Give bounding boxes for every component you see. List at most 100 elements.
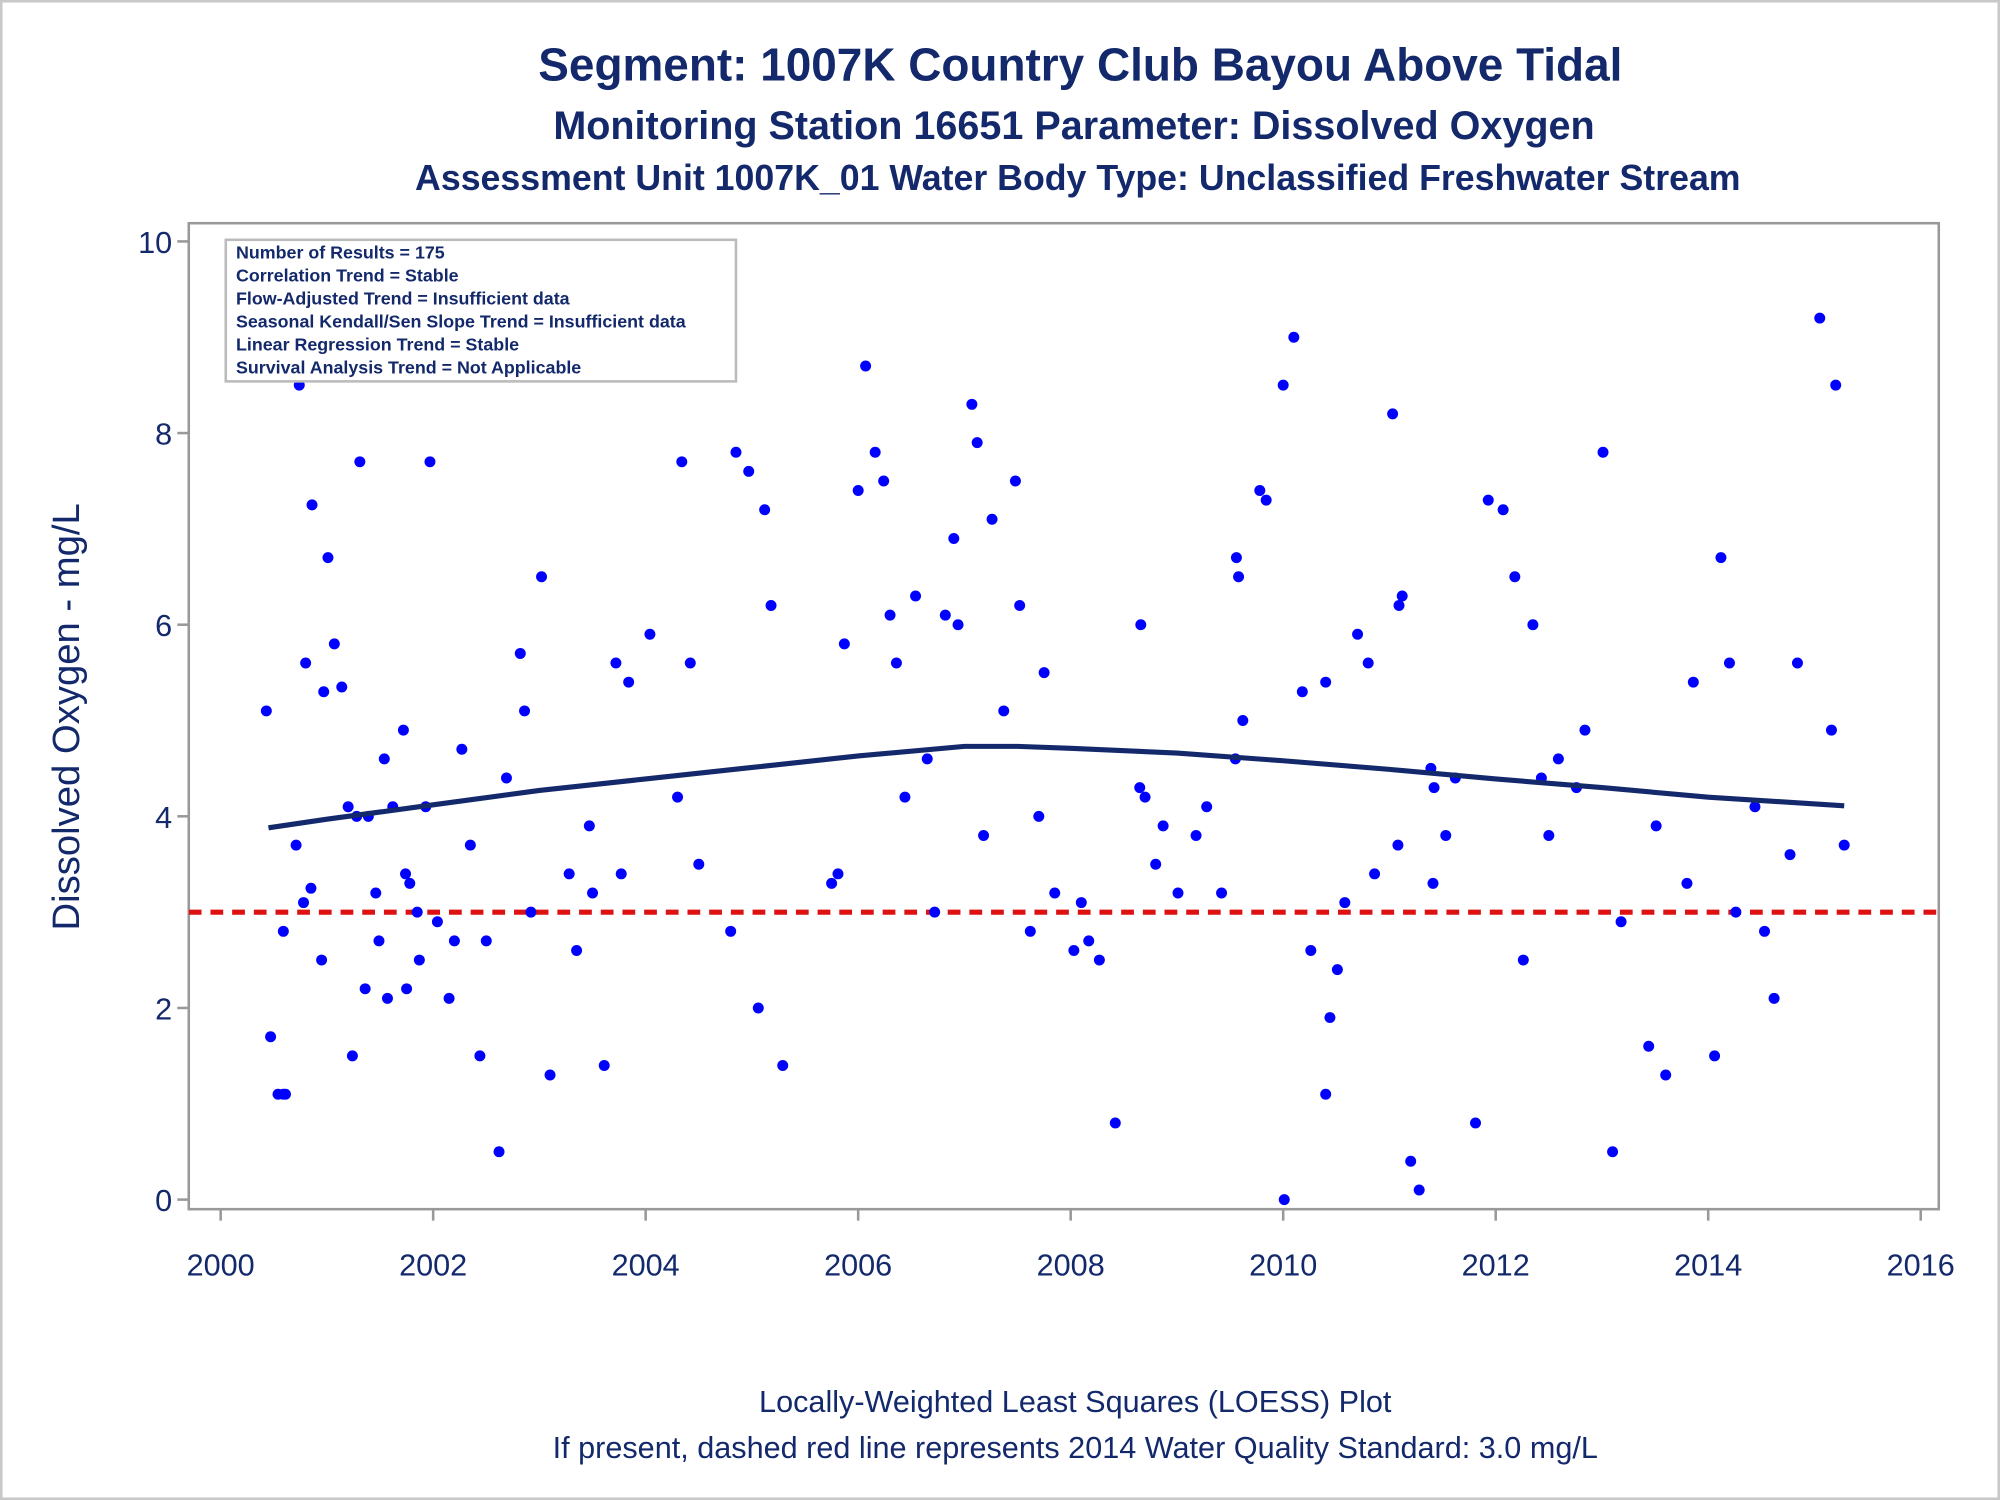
- data-point: [328, 638, 340, 650]
- stats-text: Correlation Trend = Stable: [236, 266, 459, 286]
- data-point: [1254, 485, 1266, 497]
- data-point: [1135, 619, 1147, 631]
- data-point: [373, 935, 385, 947]
- data-point: [411, 906, 423, 918]
- data-point: [536, 571, 548, 583]
- data-point: [474, 1050, 486, 1062]
- data-point: [826, 877, 838, 889]
- data-point: [777, 1059, 789, 1071]
- data-point: [1387, 408, 1399, 420]
- data-point: [316, 954, 328, 966]
- data-point: [1497, 504, 1509, 516]
- data-point: [1033, 810, 1045, 822]
- data-point: [1392, 839, 1404, 851]
- data-point: [998, 705, 1010, 717]
- data-point: [1428, 782, 1440, 794]
- data-point: [952, 619, 964, 631]
- data-point: [1643, 1040, 1655, 1052]
- y-tick-label: 8: [155, 418, 172, 452]
- data-point: [1083, 935, 1095, 947]
- data-point: [1233, 571, 1245, 583]
- data-point: [318, 686, 330, 698]
- data-point: [290, 839, 302, 851]
- data-point: [1172, 887, 1184, 899]
- x-tick-label: 2000: [187, 1249, 255, 1283]
- data-point: [279, 1088, 291, 1100]
- x-tick-label: 2012: [1462, 1249, 1530, 1283]
- data-point: [1396, 590, 1408, 602]
- data-point: [852, 485, 864, 497]
- data-point: [832, 868, 844, 880]
- data-point: [571, 944, 583, 956]
- data-point: [890, 657, 902, 669]
- data-point: [1190, 830, 1202, 841]
- data-point: [730, 446, 742, 458]
- data-point: [1650, 820, 1662, 832]
- data-point: [1413, 1184, 1425, 1196]
- data-point: [265, 1031, 277, 1043]
- y-tick-label: 4: [155, 801, 172, 835]
- data-point: [1393, 600, 1405, 612]
- x-tick-label: 2010: [1249, 1249, 1317, 1283]
- data-point: [929, 906, 941, 918]
- data-point: [693, 858, 705, 870]
- chart-subtitle: Assessment Unit 1007K_01 Water Body Type…: [415, 158, 1740, 198]
- data-point: [1352, 628, 1364, 640]
- data-point: [939, 609, 951, 621]
- data-point: [525, 906, 537, 918]
- data-point: [456, 743, 468, 755]
- data-point: [765, 600, 777, 612]
- data-point: [1305, 944, 1317, 956]
- data-point: [1237, 715, 1249, 726]
- data-point: [860, 360, 872, 372]
- data-point: [1278, 1194, 1290, 1206]
- data-point: [1157, 820, 1169, 832]
- data-point: [1201, 801, 1213, 813]
- data-point: [1405, 1155, 1417, 1167]
- data-point: [971, 437, 983, 449]
- data-point: [1579, 724, 1591, 736]
- data-point: [400, 868, 412, 880]
- y-axis-label: Dissolved Oxygen - mg/L: [45, 503, 88, 930]
- data-point: [1009, 475, 1021, 487]
- data-point: [1791, 657, 1803, 669]
- data-point: [298, 897, 310, 909]
- data-point: [759, 504, 771, 516]
- data-point: [1543, 830, 1555, 841]
- loess-line: [268, 743, 1845, 831]
- data-point: [644, 628, 656, 640]
- data-point: [1324, 1012, 1336, 1024]
- data-point: [1552, 753, 1564, 765]
- data-point: [322, 552, 334, 564]
- y-tick-label: 6: [155, 609, 172, 643]
- data-point: [878, 475, 890, 487]
- data-point: [610, 657, 622, 669]
- data-point: [346, 1050, 358, 1062]
- footnote: Locally-Weighted Least Squares (LOESS) P…: [759, 1385, 1392, 1419]
- data-point: [1150, 858, 1162, 870]
- data-point: [1277, 379, 1289, 391]
- data-point: [1038, 667, 1050, 679]
- x-tick-label: 2002: [399, 1249, 467, 1283]
- data-point: [1615, 916, 1627, 928]
- data-point: [725, 925, 737, 937]
- data-point: [1260, 494, 1272, 506]
- data-point: [1730, 906, 1742, 918]
- data-point: [443, 992, 455, 1004]
- data-point: [1068, 944, 1080, 956]
- data-point: [370, 887, 382, 899]
- data-point: [336, 681, 348, 693]
- data-point: [1784, 849, 1796, 861]
- data-point: [1687, 676, 1699, 688]
- data-point: [1482, 494, 1494, 506]
- data-point: [354, 456, 366, 468]
- data-point: [1296, 686, 1308, 698]
- data-point: [1288, 331, 1300, 343]
- y-tick-label: 0: [155, 1184, 172, 1218]
- data-point: [480, 935, 492, 947]
- data-point: [1093, 954, 1105, 966]
- y-tick-label: 2: [155, 992, 172, 1026]
- data-point: [563, 868, 575, 880]
